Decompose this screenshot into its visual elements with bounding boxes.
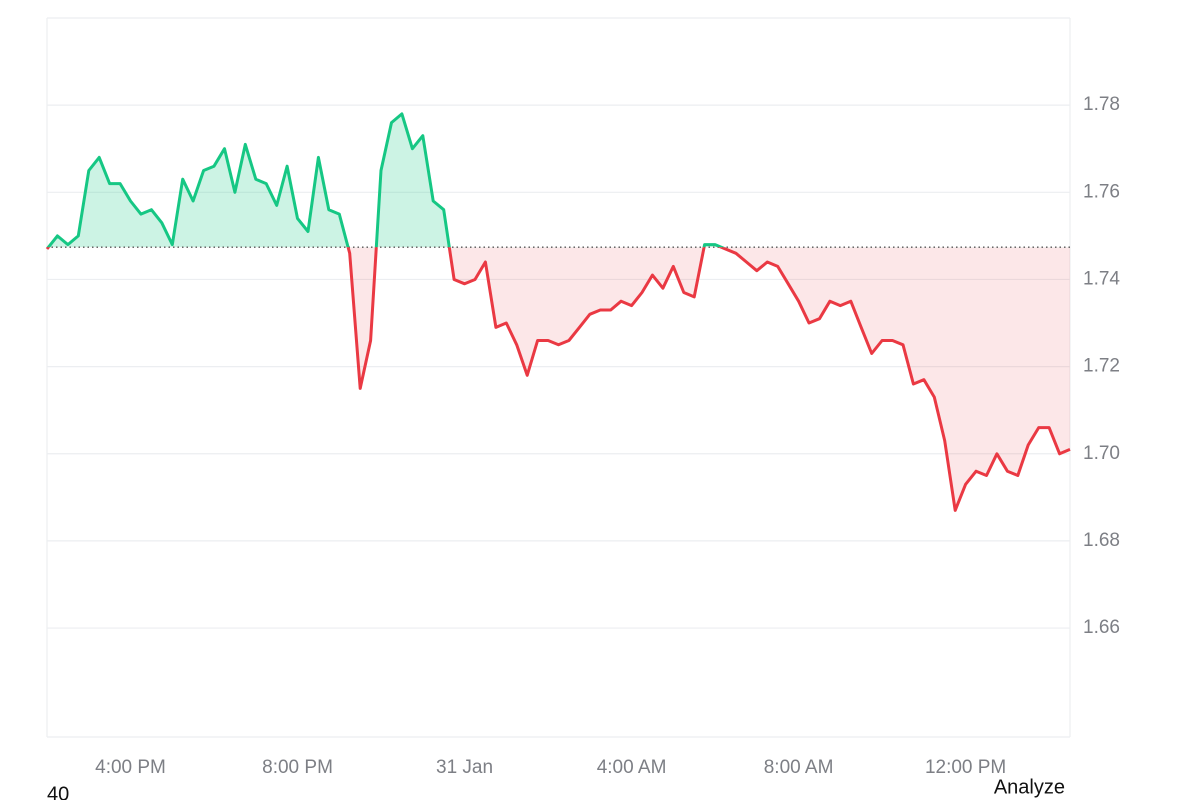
analyze-button[interactable]: Analyze [994, 776, 1065, 798]
area-down [47, 247, 1070, 511]
y-tick-label: 1.66 [1083, 617, 1120, 638]
y-tick-label: 1.72 [1083, 356, 1120, 377]
y-tick-label: 1.76 [1083, 181, 1120, 202]
x-tick-label: 4:00 PM [95, 757, 166, 778]
y-tick-label: 1.68 [1083, 530, 1120, 551]
x-tick-label: 8:00 AM [764, 757, 834, 778]
area-up [47, 113, 1070, 248]
y-tick-label: 1.78 [1083, 94, 1120, 115]
y-tick-label: 1.70 [1083, 443, 1120, 464]
x-tick-label: 8:00 PM [262, 757, 333, 778]
x-tick-label: 12:00 PM [925, 757, 1006, 778]
x-tick-label: 4:00 AM [597, 757, 667, 778]
footer-number: 40 [47, 783, 69, 800]
x-tick-label: 31 Jan [436, 757, 493, 778]
line-down [45, 247, 1071, 512]
line-up [46, 112, 726, 248]
y-tick-label: 1.74 [1083, 268, 1120, 289]
